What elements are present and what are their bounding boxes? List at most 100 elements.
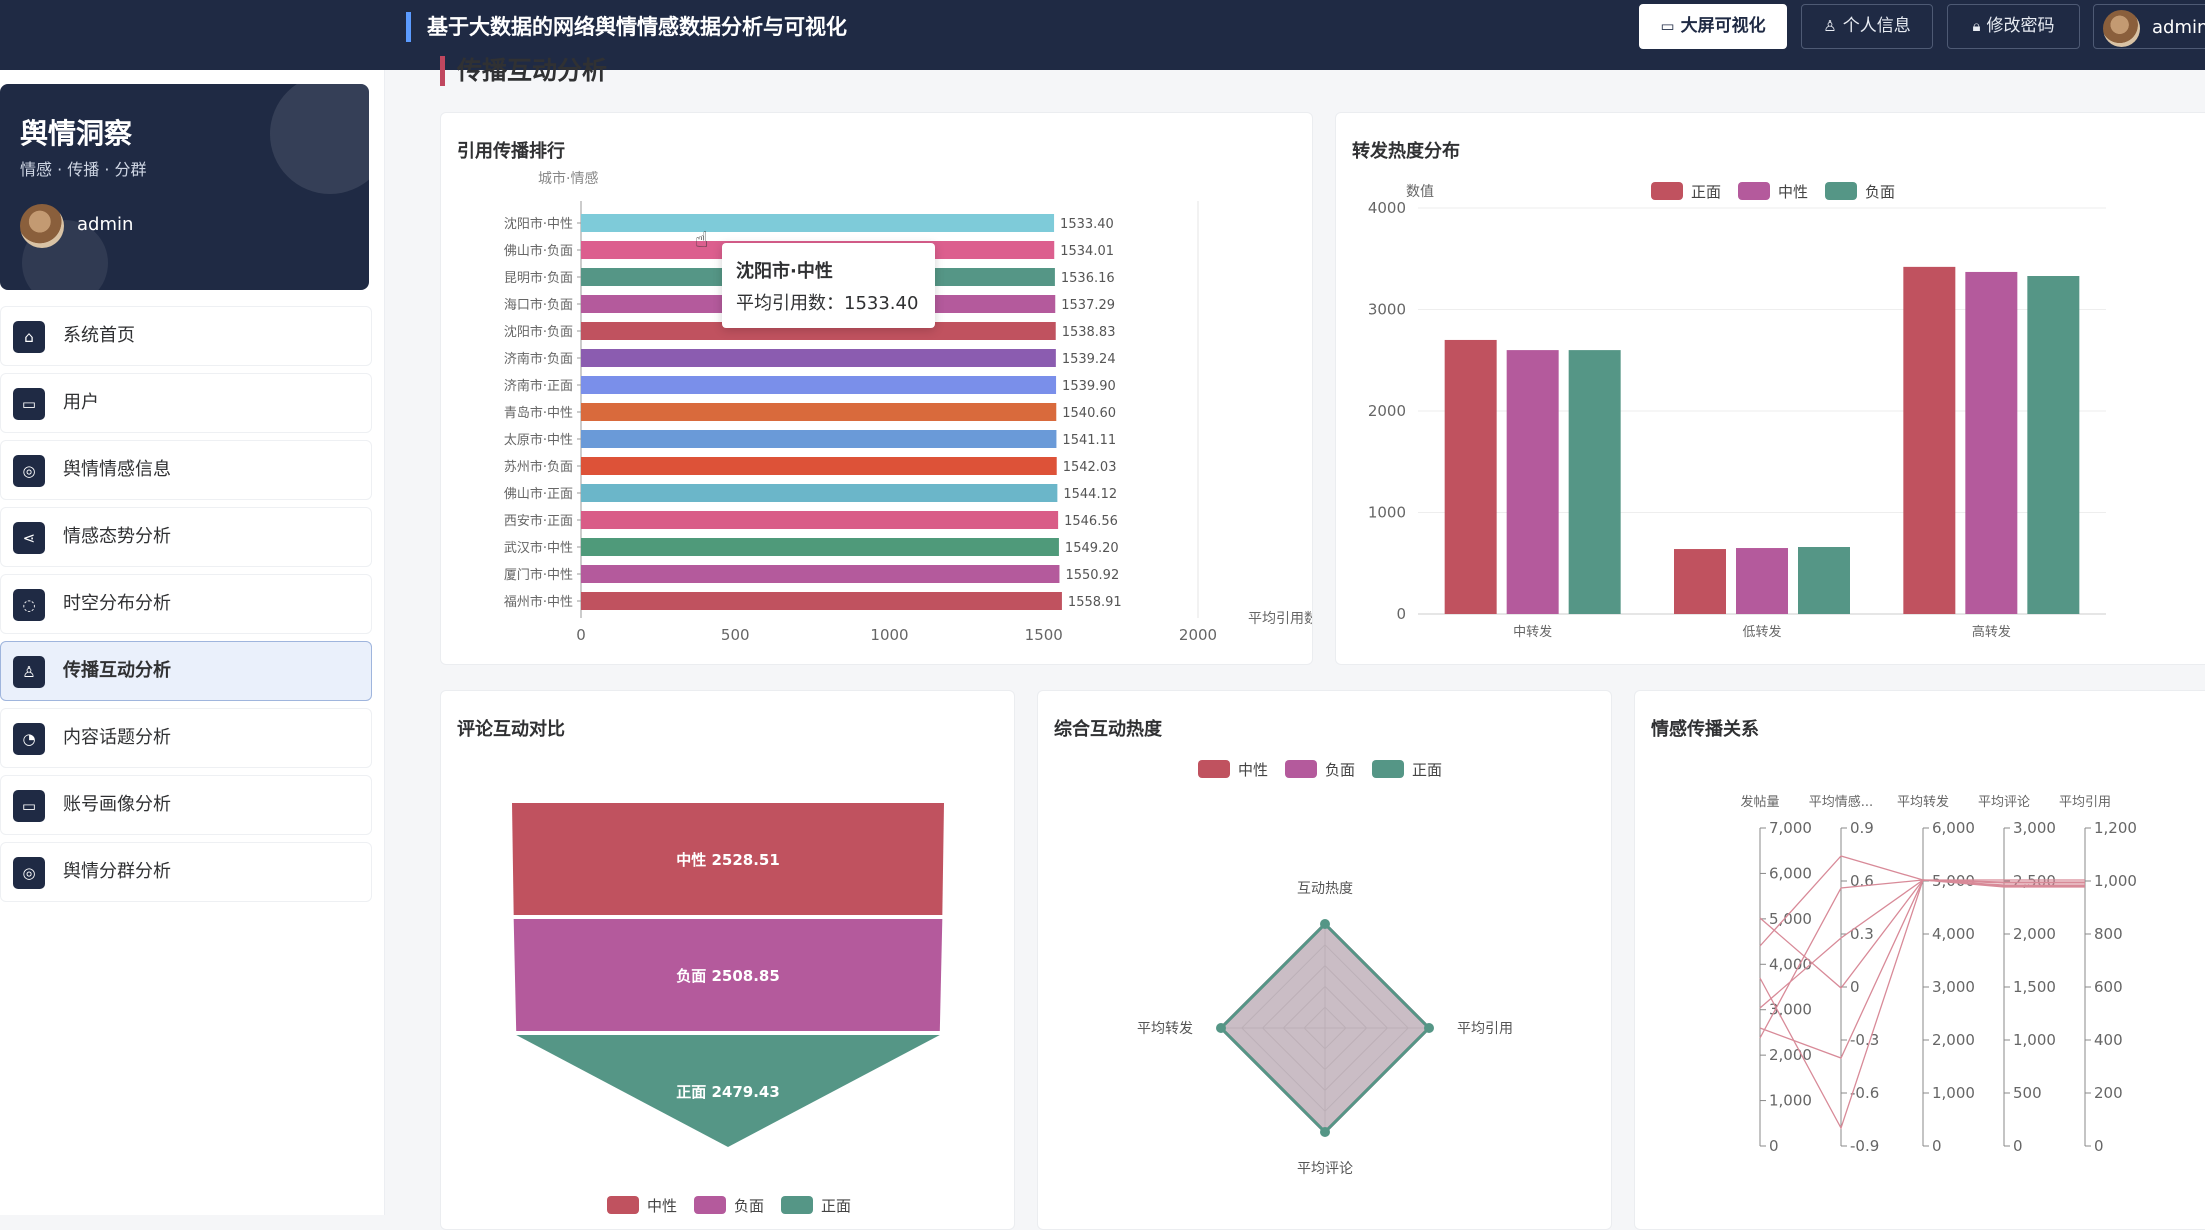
legend-label: 负面 [1325, 761, 1355, 779]
monitor-icon: ▭ [13, 388, 45, 420]
parallel-tick-label: 2,000 [2013, 925, 2056, 943]
parallel-tick-label: -0.3 [1850, 1031, 1879, 1049]
parallel-tick-label: 200 [2094, 1084, 2123, 1102]
share-icon: ⋖ [13, 522, 45, 554]
card-interaction-heat: 综合互动热度 中性 负面 正面 互动热度 平均引用 平均评论 平均转发 [1037, 690, 1612, 1230]
parallel-tick-label: 1,000 [2094, 872, 2137, 890]
bar-value-label: 1540.60 [1062, 406, 1116, 421]
parallel-axis-name: 发帖量 [1740, 794, 1779, 810]
bar [581, 322, 1056, 340]
sidebar-item-label: 舆情情感信息 [63, 459, 171, 480]
y-tick-label: 佛山市·负面 [504, 243, 573, 259]
monitor-icon: ▭ [1660, 17, 1675, 35]
parallel-axis-name: 平均转发 [1897, 794, 1949, 810]
parallel-tick-label: 2,000 [1769, 1046, 1812, 1064]
y-axis-title: 数值 [1406, 184, 1434, 200]
bar [581, 511, 1059, 529]
change-password-button[interactable]: 🔒︎ 修改密码 [1947, 4, 2080, 49]
legend-label: 中性 [1238, 761, 1268, 779]
x-tick-label: 500 [721, 626, 750, 644]
radar-indicator-label: 互动热度 [1297, 881, 1353, 897]
brand-subtitle: 情感 · 传播 · 分群 [20, 160, 147, 179]
y-tick-label: 0 [1396, 605, 1406, 623]
radar-point [1216, 1023, 1226, 1033]
legend-label: 正面 [821, 1197, 851, 1215]
funnel-label: 中性 2528.51 [676, 851, 780, 869]
legend-swatch [1651, 182, 1683, 200]
location-icon: ◎ [13, 455, 45, 487]
sidebar-item[interactable]: ▭ 账号画像分析 [0, 775, 372, 835]
bar-value-label: 1550.92 [1065, 568, 1119, 583]
radar-point [1424, 1023, 1434, 1033]
parallel-tick-label: 0 [1769, 1137, 1779, 1155]
bar-value-label: 1541.11 [1062, 433, 1116, 448]
radar-point [1320, 1127, 1330, 1137]
legend-swatch [694, 1196, 726, 1214]
legend-swatch [1825, 182, 1857, 200]
sidebar-item[interactable]: ◎ 舆情分群分析 [0, 842, 372, 902]
legend-label: 负面 [734, 1197, 764, 1215]
radar-indicator-label: 平均转发 [1137, 1021, 1193, 1037]
home-icon: ⌂ [13, 321, 45, 353]
bar [581, 376, 1057, 394]
user-name: admin [2152, 17, 2205, 38]
chat-icon: ◌ [13, 589, 45, 621]
parallel-tick-label: 1,200 [2094, 819, 2137, 837]
bar [1965, 271, 2018, 614]
top-navbar: 基于大数据的网络舆情情感数据分析与可视化 ▭ 大屏可视化 ♙ 个人信息 🔒︎ 修改密码… [0, 0, 2205, 70]
parallel-tick-label: -0.6 [1850, 1084, 1879, 1102]
parallel-tick-label: 800 [2094, 925, 2123, 943]
sidebar-user-name: admin [77, 214, 134, 235]
bar-value-label: 1539.90 [1062, 379, 1116, 394]
parallel-axis-name: 平均评论 [1978, 795, 2030, 810]
x-tick-label: 2000 [1179, 626, 1217, 644]
big-screen-label: 大屏可视化 [1680, 16, 1766, 36]
x-tick-label: 0 [576, 626, 586, 644]
sidebar-item[interactable]: ◌ 时空分布分析 [0, 574, 372, 634]
y-axis-title: 城市·情感 [538, 170, 598, 187]
bar [1568, 350, 1621, 614]
parallel-tick-label: 7,000 [1769, 819, 1812, 837]
sidebar-item[interactable]: ◎ 舆情情感信息 [0, 440, 372, 500]
bar-value-label: 1537.29 [1061, 298, 1115, 313]
funnel-segment [512, 803, 944, 915]
sidebar-item[interactable]: ⋖ 情感态势分析 [0, 507, 372, 567]
profile-button[interactable]: ♙ 个人信息 [1801, 4, 1933, 49]
y-tick-label: 1000 [1368, 504, 1406, 522]
card-comment-compare: 评论互动对比 中性 2528.51 负面 2508.85 正面 2479.43 中性 负… [440, 690, 1015, 1230]
user-menu[interactable]: admin [2093, 4, 2205, 49]
sidebar-item-label: 时空分布分析 [63, 593, 171, 614]
bar-value-label: 1533.40 [1060, 217, 1114, 232]
sidebar-item[interactable]: ♙ 传播互动分析 [0, 641, 372, 701]
parallel-tick-label: 500 [2013, 1084, 2042, 1102]
card-sentiment-relation: 情感传播关系 发帖量 0 1,000 2,000 3,000 4,000 5,000 6,00… [1634, 690, 2205, 1230]
big-screen-button[interactable]: ▭ 大屏可视化 [1639, 4, 1787, 49]
y-tick-label: 厦门市·中性 [504, 567, 573, 583]
parallel-tick-label: 4,000 [1932, 925, 1975, 943]
bar [1506, 350, 1559, 614]
bar [2027, 276, 2080, 614]
radar-series-area [1218, 921, 1432, 1135]
funnel-segment [513, 919, 943, 1031]
radar-indicator-label: 平均引用 [1457, 1021, 1513, 1037]
y-tick-label: 福州市·中性 [504, 594, 573, 610]
user-icon: ♙ [13, 656, 45, 688]
sidebar-item-label: 账号画像分析 [63, 794, 171, 815]
app-title: 基于大数据的网络舆情情感数据分析与可视化 [406, 12, 847, 42]
sidebar-nav: ⌂ 系统首页 ▭ 用户 ◎ 舆情情感信息 ⋖ 情感态势分析 ◌ 时空分布分析 ♙ 传播互动分析 ◔ 内容话… [0, 306, 372, 909]
sidebar-item[interactable]: ▭ 用户 [0, 373, 372, 433]
parallel-tick-label: 1,000 [1769, 1092, 1812, 1110]
sidebar-item[interactable]: ⌂ 系统首页 [0, 306, 372, 366]
radar-point [1320, 919, 1330, 929]
monitor-icon: ▭ [13, 790, 45, 822]
card-title: 评论互动对比 [457, 719, 565, 740]
parallel-tick-label: 0 [1932, 1137, 1942, 1155]
funnel-chart: 中性 2528.51 负面 2508.85 正面 2479.43 中性 负面 正面 [512, 803, 944, 1215]
x-tick-label: 1000 [870, 626, 908, 644]
card-title: 转发热度分布 [1352, 141, 1460, 162]
sidebar-item[interactable]: ◔ 内容话题分析 [0, 708, 372, 768]
bar-value-label: 1549.20 [1065, 541, 1119, 556]
brand-card: 舆情洞察 情感 · 传播 · 分群 admin [0, 84, 369, 290]
